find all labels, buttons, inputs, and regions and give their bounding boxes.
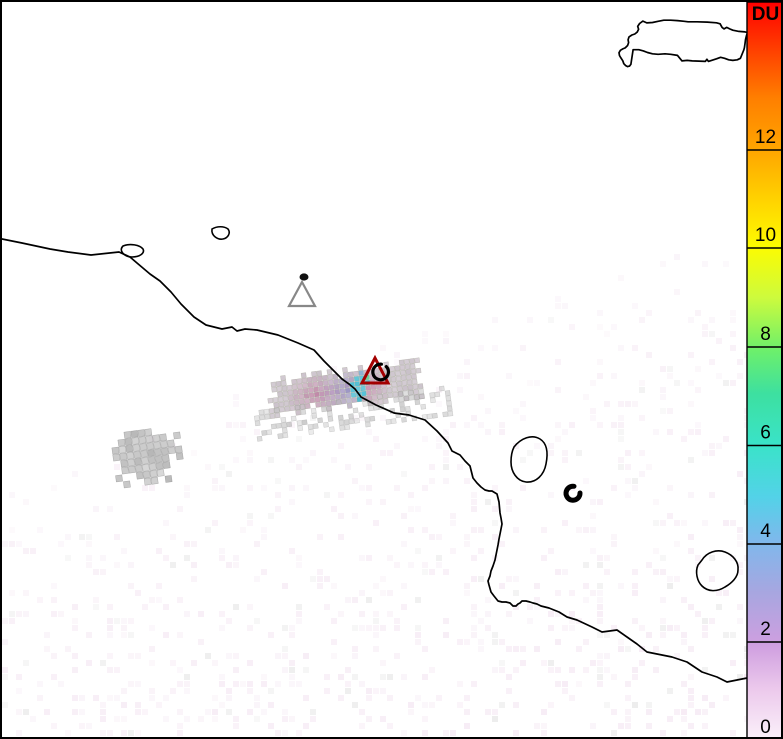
svg-text:2: 2 [760, 619, 771, 640]
svg-text:DU: DU [752, 4, 779, 25]
svg-text:8: 8 [760, 324, 771, 345]
svg-text:4: 4 [760, 521, 771, 542]
svg-text:0: 0 [760, 717, 771, 738]
svg-text:10: 10 [755, 225, 776, 246]
svg-text:6: 6 [760, 423, 771, 444]
svg-text:12: 12 [755, 127, 776, 148]
